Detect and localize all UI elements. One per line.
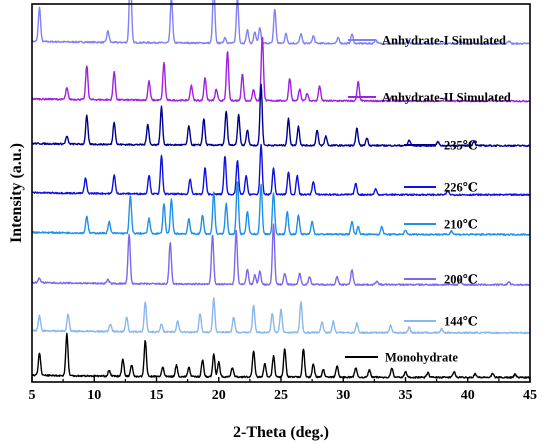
series-line-2 — [31, 83, 531, 148]
x-tick-label-1: 10 — [87, 388, 101, 403]
x-tick-label-3: 20 — [212, 388, 226, 403]
series-line-1 — [31, 36, 531, 103]
series-line-3 — [31, 143, 531, 197]
x-tick-label-6: 35 — [399, 388, 413, 403]
legend-label-1: Anhydrate-II Simulated — [382, 91, 511, 105]
x-tick-label-8: 45 — [523, 388, 537, 403]
y-axis-title: Intensity (a.u.) — [8, 143, 25, 243]
series-line-4 — [31, 181, 531, 236]
legend-label-7: Monohydrate — [385, 351, 458, 365]
x-axis: 5 10 15 20 25 30 35 40 45 — [29, 377, 537, 403]
traces-layer — [31, 0, 531, 379]
x-tick-label-4: 25 — [274, 388, 288, 403]
legend-label-3: 226℃ — [444, 181, 478, 195]
series-line-5 — [31, 223, 531, 287]
legend-label-6: 144℃ — [444, 315, 478, 329]
x-tick-label-2: 15 — [150, 388, 164, 403]
series-line-6 — [31, 297, 531, 335]
legend-label-2: 235℃ — [444, 139, 478, 153]
x-tick-label-7: 40 — [461, 388, 475, 403]
legend: Anhydrate-I Simulated Anhydrate-II Simula… — [345, 34, 511, 365]
x-tick-label-5: 30 — [336, 388, 350, 403]
legend-label-5: 200℃ — [444, 273, 478, 287]
series-line-0 — [31, 0, 531, 46]
legend-label-4: 210℃ — [444, 218, 478, 232]
x-tick-label-0: 5 — [29, 388, 36, 403]
legend-label-0: Anhydrate-I Simulated — [382, 34, 506, 48]
x-axis-title: 2-Theta (deg.) — [233, 424, 329, 441]
